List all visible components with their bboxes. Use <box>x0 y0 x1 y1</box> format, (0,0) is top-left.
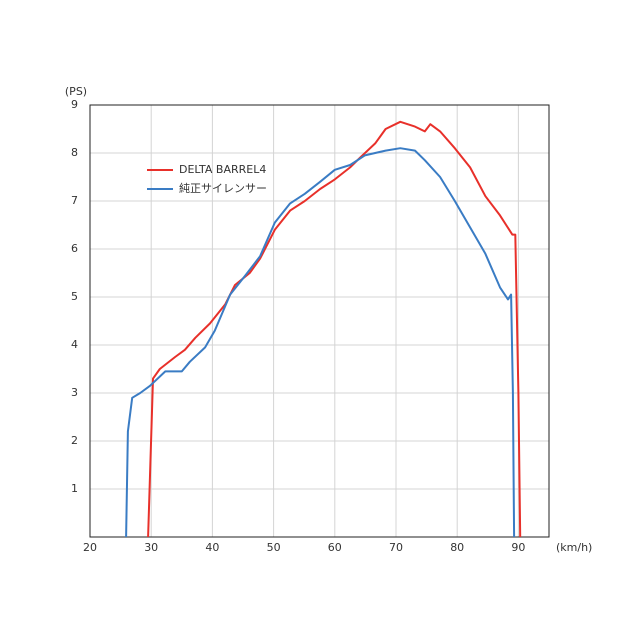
x-tick-label: 90 <box>511 541 525 554</box>
plot-frame <box>89 104 550 538</box>
y-axis-label: (PS) <box>65 85 87 98</box>
y-tick-label: 3 <box>71 386 78 399</box>
line <box>125 147 516 538</box>
y-tick-label: 2 <box>71 434 78 447</box>
x-tick-label: 40 <box>205 541 219 554</box>
x-tick-label: 80 <box>450 541 464 554</box>
x-tick-label: 50 <box>267 541 281 554</box>
x-tick-label: 30 <box>144 541 158 554</box>
x-axis-label: (km/h) <box>556 541 592 554</box>
y-tick-label: 5 <box>71 290 78 303</box>
y-tick-label: 7 <box>71 194 78 207</box>
y-tick-label: 6 <box>71 242 78 255</box>
x-tick-label: 70 <box>389 541 403 554</box>
x-tick-label: 60 <box>328 541 342 554</box>
y-tick-label: 1 <box>71 482 78 495</box>
y-tick-label: 8 <box>71 146 78 159</box>
legend-label: 純正サイレンサー <box>179 182 267 195</box>
x-tick-label: 20 <box>83 541 97 554</box>
y-tick-label: 4 <box>71 338 78 351</box>
line <box>147 120 522 538</box>
y-tick-label: 9 <box>71 98 78 111</box>
legend-label: DELTA BARREL4 <box>179 163 266 176</box>
